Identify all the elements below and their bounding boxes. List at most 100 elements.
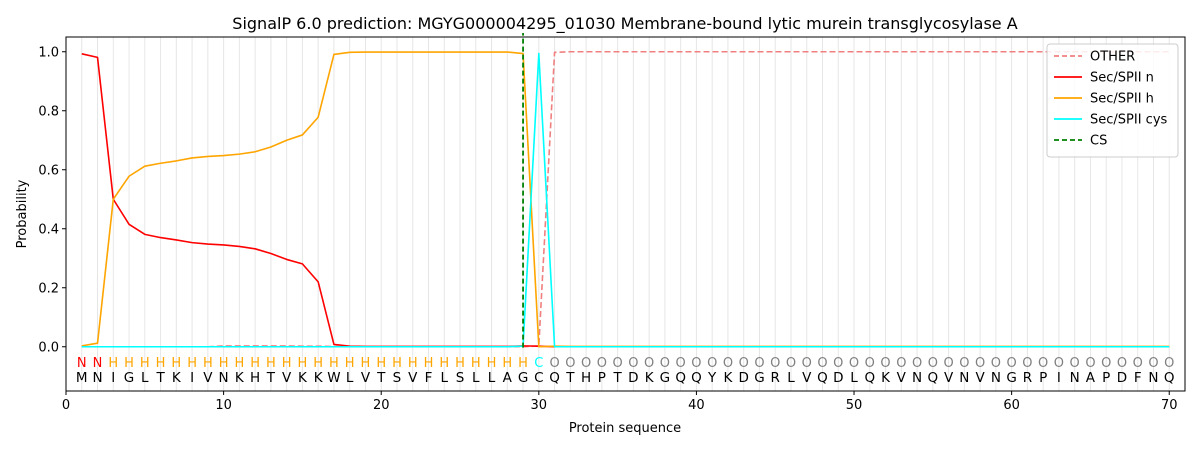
annotation-letter: O [707,356,717,371]
legend-label: Sec/SPII cys [1090,113,1168,128]
annotation-letter: O [676,356,686,371]
sequence-letter: N [92,370,102,386]
annotation-letter: O [1101,356,1111,371]
sequence-letter: T [155,370,165,386]
x-tick-label: 20 [373,398,390,413]
sequence-letter: Q [691,370,702,386]
legend-label: Sec/SPII h [1090,92,1154,107]
annotation-letter: H [203,356,213,371]
annotation-letter: O [1070,356,1080,371]
sequence-letter: P [598,370,606,386]
series-line-3 [81,52,1170,348]
sequence-letter: M [76,370,88,386]
sequence-letter: S [393,370,402,386]
annotation-letter: O [1038,356,1048,371]
sequence-letter: D [1117,370,1127,386]
sequence-letter: I [1057,370,1061,386]
annotation-letter: H [140,356,150,371]
annotation-letter: O [1117,356,1127,371]
plot-frame [65,36,1186,392]
y-axis-label: Probability [15,179,30,248]
annotation-letter: H [329,356,339,371]
legend-box [1046,43,1179,158]
x-axis-ticks: 0 10 20 30 40 50 60 70 [62,391,1178,413]
x-tick-label: 70 [1161,398,1178,413]
sequence-letter: H [581,370,591,386]
sequence-letter: V [802,370,812,386]
annotation-letter: H [298,356,308,371]
sequence-letter: F [425,370,433,386]
annotation-letter: O [1022,356,1032,371]
annotation-letter: O [723,356,733,371]
series-line-0 [81,50,1170,348]
y-tick-label: 0.4 [38,222,59,237]
sequence-letter: Q [817,370,828,386]
sequence-letter: K [724,370,734,386]
sequence-letter: W [327,370,340,386]
annotation-letter: H [234,356,244,371]
sequence-letter: N [1070,370,1080,386]
sequence-letter: V [975,370,985,386]
grid-lines [81,37,1170,391]
annotation-letter: H [313,356,323,371]
annotation-letter: H [171,356,181,371]
annotation-letter: H [219,356,229,371]
annotation-letter: O [660,356,670,371]
annotation-letter: H [424,356,434,371]
y-axis-ticks: 0.0 0.2 0.4 0.6 0.8 1.0 [38,45,66,355]
annotation-letter: O [943,356,953,371]
annotation-letter: O [1133,356,1143,371]
x-tick-label: 30 [531,398,548,413]
sequence-letter: A [1086,370,1096,386]
sequence-letter: F [1134,370,1142,386]
series-line-1 [81,53,1170,348]
annotation-letter: O [644,356,654,371]
sequence-letter: T [266,370,276,386]
sequence-letter: R [771,370,780,386]
sequence-letter: L [488,370,496,386]
annotation-letter: H [439,356,449,371]
annotation-letter: O [1164,356,1174,371]
legend-label: CS [1090,134,1107,149]
sequence-letter: R [1023,370,1032,386]
annotation-letter: H [156,356,166,371]
sequence-letter: Q [864,370,875,386]
x-tick-label: 60 [1003,398,1020,413]
annotation-letter: O [833,356,843,371]
sequence-letter: V [897,370,907,386]
sequence-letter: H [250,370,260,386]
sequence-letter: Q [675,370,686,386]
annotation-letter: O [691,356,701,371]
annotation-letter: H [455,356,465,371]
annotation-letter: O [817,356,827,371]
annotation-letter: H [250,356,260,371]
annotation-letter: H [187,356,197,371]
annotation-letter: O [1085,356,1095,371]
sequence-letter: V [408,370,418,386]
annotation-letter: H [518,356,528,371]
sequence-letter: N [912,370,922,386]
annotation-letter: H [345,356,355,371]
x-tick-label: 10 [215,398,232,413]
annotation-letter: O [928,356,938,371]
sequence-letter: N [219,370,229,386]
annotation-letter: N [93,356,103,371]
annotation-letter: O [896,356,906,371]
sequence-letter: S [456,370,465,386]
annotation-letter: H [361,356,371,371]
annotation-letter: H [502,356,512,371]
annotation-letter: C [534,356,543,371]
annotation-letter: O [581,356,591,371]
sequence-letter: Q [1164,370,1175,386]
sequence-letter: L [787,370,795,386]
sequence-letter: L [440,370,448,386]
sequence-letter: Q [549,370,560,386]
x-tick-label: 40 [688,398,705,413]
annotation-letter: O [754,356,764,371]
sequence-letter: G [660,370,670,386]
annotation-letter: H [487,356,497,371]
x-tick-label: 0 [62,398,70,413]
sequence-letter: G [124,370,134,386]
